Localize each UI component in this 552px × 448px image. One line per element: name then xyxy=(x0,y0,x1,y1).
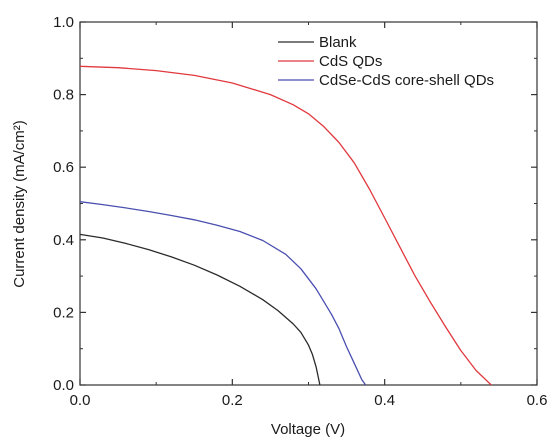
legend-label-cdse-cds-core-shell-qds: CdSe-CdS core-shell QDs xyxy=(319,72,494,89)
y-tick-label: 1.0 xyxy=(53,14,74,31)
x-tick-label: 0.6 xyxy=(527,392,548,409)
x-tick-label: 0.0 xyxy=(70,392,91,409)
y-tick-label: 0.0 xyxy=(53,377,74,394)
legend: Blank CdS QDs CdSe-CdS core-shell QDs xyxy=(278,34,494,89)
ticks-layer: 0.0 0.2 0.4 0.6 0.0 0.2 0.4 0.6 0.8 1.0 xyxy=(53,14,547,409)
y-tick-label: 0.4 xyxy=(53,232,74,249)
series-line-cds-qds xyxy=(79,65,492,386)
y-tick-label: 0.8 xyxy=(53,87,74,104)
y-tick-label: 0.6 xyxy=(53,159,74,176)
legend-label-cds-qds: CdS QDs xyxy=(319,53,382,70)
series-layer xyxy=(79,65,492,386)
y-axis-label: Current density (mA/cm²) xyxy=(11,120,28,288)
y-tick-label: 0.2 xyxy=(53,304,74,321)
series-line-cdse-cds-core-shell-qds xyxy=(79,201,367,386)
x-tick-label: 0.2 xyxy=(222,392,243,409)
x-axis-label: Voltage (V) xyxy=(271,421,345,438)
legend-label-blank: Blank xyxy=(319,34,357,51)
series-line-blank xyxy=(79,233,321,386)
x-tick-label: 0.4 xyxy=(374,392,395,409)
